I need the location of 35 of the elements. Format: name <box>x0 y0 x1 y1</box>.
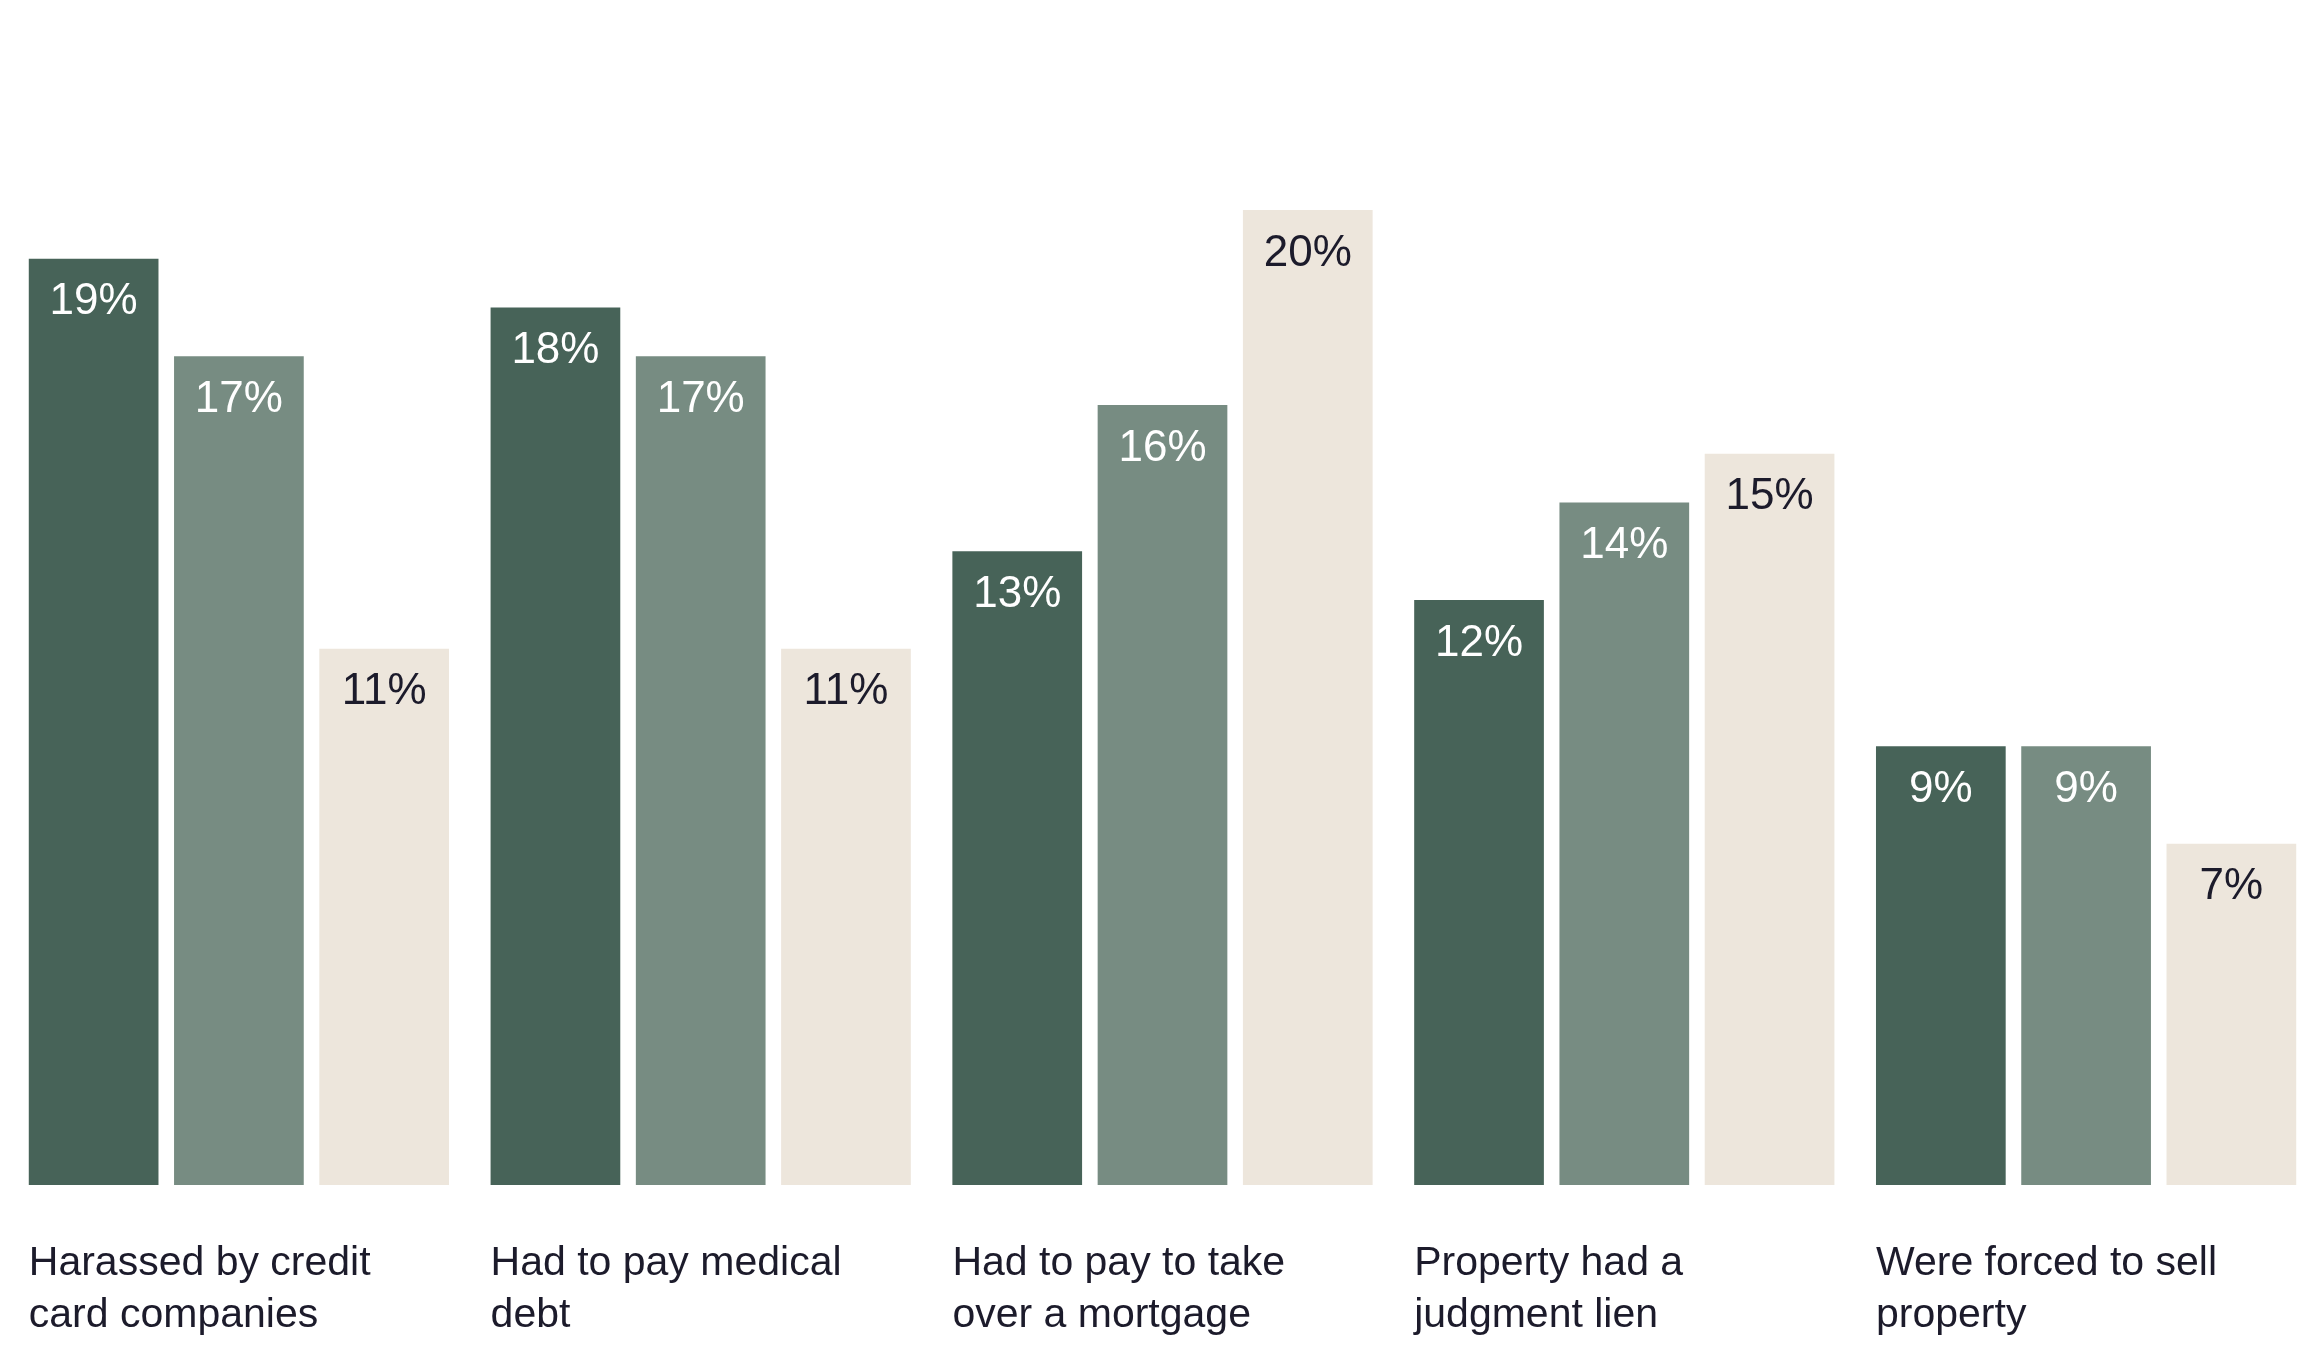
data-label: 19% <box>49 274 138 324</box>
bar <box>2021 746 2151 1185</box>
data-label: 13% <box>973 566 1062 616</box>
bar <box>1242 210 1373 1185</box>
x-tick-label: Were forced to sell property <box>1875 1238 2229 1336</box>
data-label: 9% <box>1909 761 1973 811</box>
bar <box>1559 502 1690 1185</box>
bar <box>28 258 159 1185</box>
data-label: 17% <box>194 371 283 421</box>
data-label: 11% <box>803 664 889 714</box>
bar <box>1704 453 1835 1185</box>
bar <box>319 648 450 1185</box>
bar <box>952 551 1083 1185</box>
bar <box>1097 405 1228 1185</box>
data-label: 17% <box>656 371 745 421</box>
bar <box>174 356 304 1185</box>
data-label: 20% <box>1263 225 1352 275</box>
data-label: 7% <box>2199 859 2264 909</box>
data-label: 18% <box>511 323 600 372</box>
data-label: 15% <box>1725 469 1814 519</box>
data-label: 16% <box>1118 420 1207 470</box>
bar <box>635 356 766 1185</box>
x-tick-label: Had to pay medical debt <box>490 1238 853 1336</box>
bar <box>1414 600 1544 1185</box>
x-tick-label: Had to pay to take over a mortgage <box>952 1238 1297 1336</box>
data-label: 9% <box>2054 761 2118 811</box>
x-tick-label: Harassed by credit card companies <box>28 1238 382 1336</box>
bar <box>490 307 621 1185</box>
bar <box>1875 746 2006 1185</box>
data-label: 12% <box>1434 615 1524 665</box>
bar <box>2166 843 2297 1185</box>
data-label: 14% <box>1580 518 1669 567</box>
bar <box>781 648 911 1185</box>
data-label: 11% <box>341 664 427 714</box>
x-tick-label: Property had a judgment lien <box>1413 1238 1695 1336</box>
